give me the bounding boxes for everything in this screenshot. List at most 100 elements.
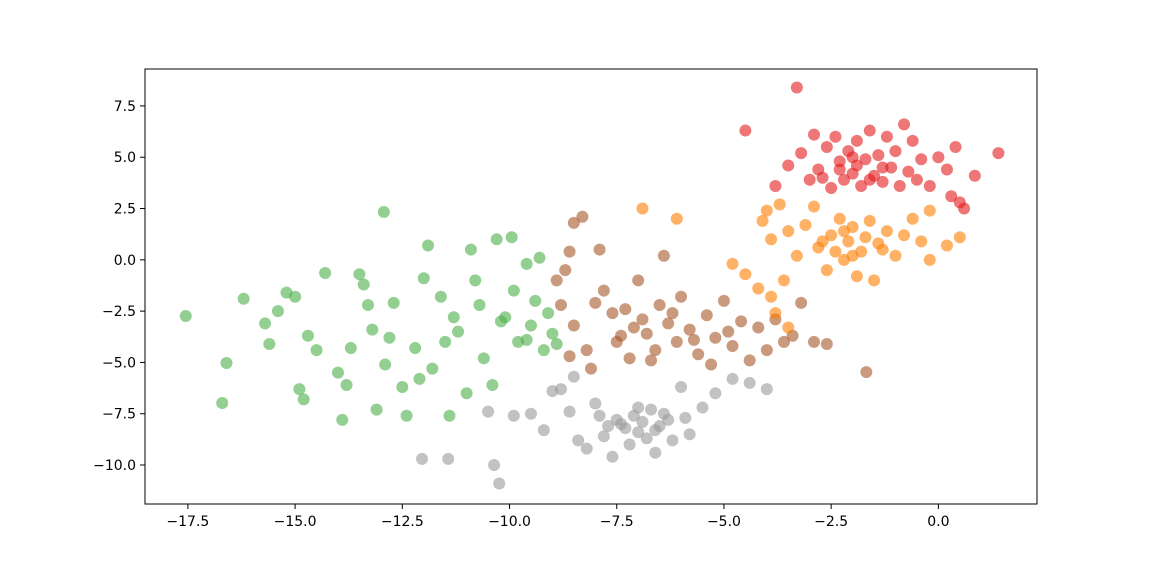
scatter-point: [932, 151, 945, 164]
scatter-point: [876, 161, 889, 174]
scatter-point: [739, 268, 752, 281]
scatter-point: [709, 331, 722, 344]
scatter-point: [863, 173, 876, 186]
x-tick: −17.5: [166, 504, 209, 530]
scatter-point: [357, 278, 370, 291]
scatter-point: [550, 337, 563, 350]
scatter-point: [488, 459, 501, 472]
scatter-point: [662, 317, 675, 330]
scatter-point: [494, 315, 507, 328]
scatter-point: [524, 407, 537, 420]
scatter-point: [443, 409, 456, 422]
scatter-point: [442, 452, 455, 465]
scatter-point: [179, 310, 192, 323]
scatter-point: [263, 337, 276, 350]
scatter-point: [344, 342, 357, 355]
y-tick-label: 5.0: [114, 150, 136, 166]
scatter-point: [687, 333, 700, 346]
scatter-point: [567, 370, 580, 383]
x-tick-label: −5.0: [707, 514, 741, 530]
scatter-point: [923, 179, 936, 192]
x-tick-label: −15.0: [274, 514, 317, 530]
x-tick-label: −17.5: [166, 514, 209, 530]
scatter-point: [589, 397, 602, 410]
scatter-point: [464, 243, 477, 256]
scatter-point: [271, 305, 284, 318]
scatter-point: [683, 428, 696, 441]
scatter-point: [705, 358, 718, 371]
y-tick: 0.0: [114, 253, 145, 269]
x-tick: 0.0: [927, 504, 949, 530]
scatter-point: [765, 233, 778, 246]
scatter-point: [259, 317, 272, 330]
scatter-point: [336, 413, 349, 426]
scatter-point: [889, 145, 902, 158]
scatter-point: [795, 147, 808, 160]
scatter-point: [537, 344, 550, 357]
scatter-point: [447, 311, 460, 324]
scatter-point: [940, 239, 953, 252]
scatter-point: [537, 424, 550, 437]
scatter-point: [726, 257, 739, 270]
scatter-point: [825, 182, 838, 195]
scatter-point: [949, 140, 962, 153]
scatter-point: [752, 321, 765, 334]
scatter-point: [310, 344, 323, 357]
scatter-point: [627, 321, 640, 334]
scatter-point: [653, 298, 666, 311]
scatter-point: [923, 253, 936, 266]
scatter-point: [610, 335, 623, 348]
scatter-point: [533, 251, 546, 264]
scatter-point: [400, 409, 413, 422]
scatter-point: [554, 298, 567, 311]
scatter-point: [968, 169, 981, 182]
scatter-point: [493, 477, 506, 490]
scatter-point: [585, 362, 597, 375]
scatter-point: [490, 233, 503, 246]
scatter-point: [855, 179, 868, 192]
scatter-point: [722, 325, 735, 338]
scatter-point: [829, 245, 842, 258]
scatter-point: [743, 376, 756, 389]
scatter-point: [615, 417, 628, 430]
scatter-point: [859, 231, 872, 244]
scatter-point: [816, 235, 829, 248]
y-tick-label: −10.0: [93, 458, 136, 474]
scatter-point: [876, 175, 889, 188]
scatter-point: [370, 403, 383, 416]
scatter-point: [945, 190, 958, 203]
scatter-point: [619, 303, 632, 316]
scatter-point: [524, 319, 537, 332]
scatter-point: [589, 296, 602, 309]
scatter-point: [505, 231, 518, 244]
scatter-point: [846, 151, 859, 164]
scatter-point: [876, 243, 889, 256]
scatter-point: [696, 401, 709, 414]
scatter-point: [679, 411, 692, 424]
scatter-point: [331, 366, 344, 379]
scatter-point: [769, 179, 782, 192]
y-tick: 7.5: [114, 99, 145, 115]
x-tick: −15.0: [274, 504, 317, 530]
scatter-point: [636, 313, 649, 326]
scatter-point: [726, 340, 739, 353]
x-tick-label: 0.0: [927, 514, 949, 530]
scatter-point: [507, 409, 520, 422]
scatter-point: [657, 249, 670, 262]
scatter-point: [649, 344, 662, 357]
x-tick: −12.5: [381, 504, 424, 530]
scatter-point: [319, 266, 332, 279]
scatter-point: [482, 405, 495, 418]
x-tick-label: −10.0: [488, 514, 531, 530]
scatter-point: [563, 245, 576, 258]
scatter-point: [593, 409, 606, 422]
scatter-point: [340, 378, 353, 391]
scatter-point: [567, 216, 580, 229]
scatter-point: [863, 214, 876, 227]
scatter-point: [808, 335, 820, 348]
scatter-point: [850, 270, 863, 283]
scatter-point: [297, 393, 310, 406]
scatter-point: [675, 381, 688, 394]
scatter-point: [632, 401, 645, 414]
